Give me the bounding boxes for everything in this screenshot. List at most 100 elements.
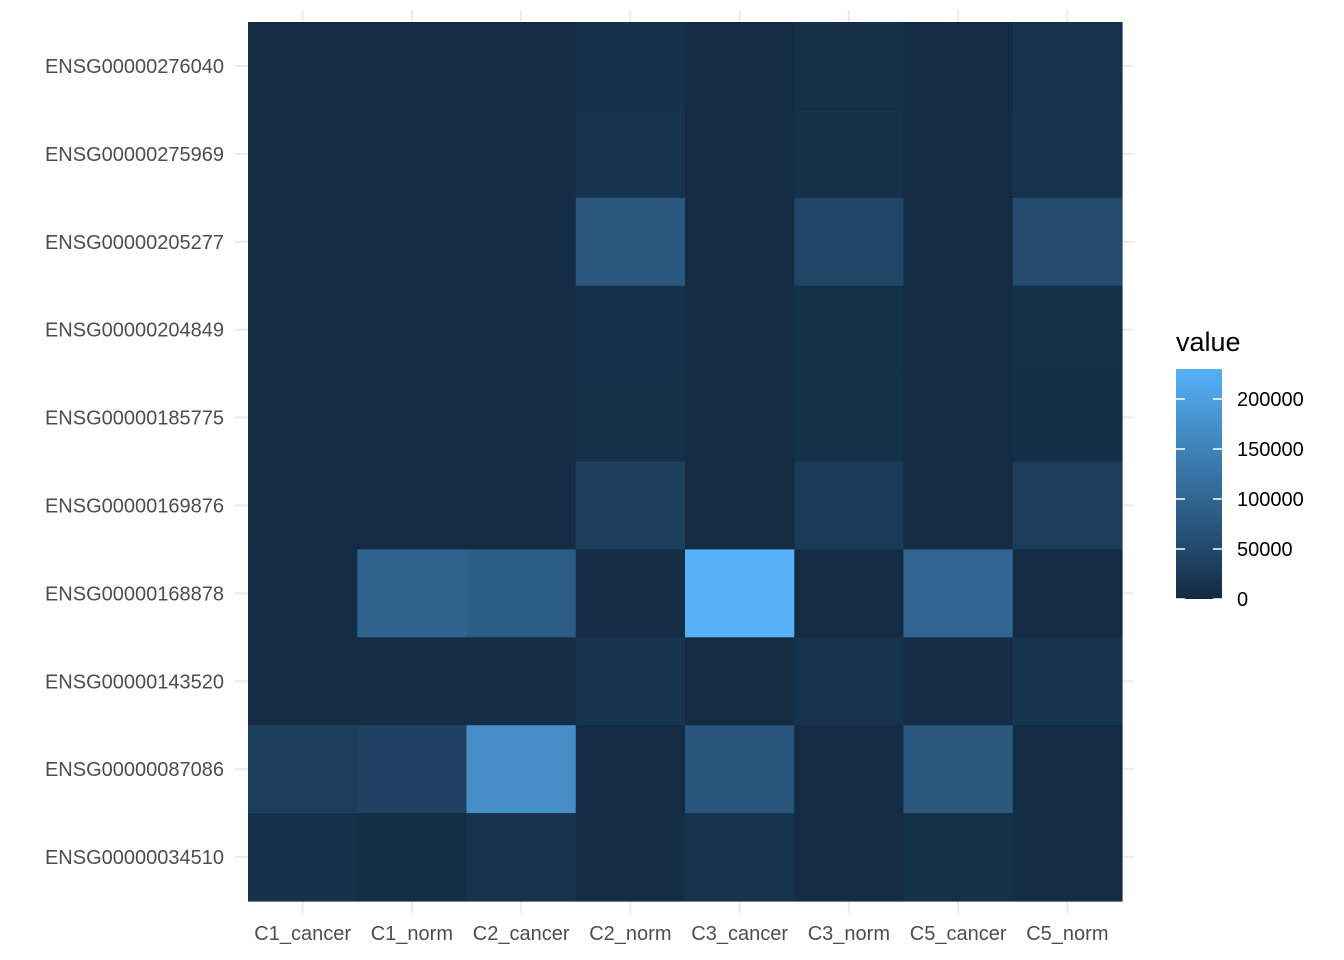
x-tick-label: C5_norm (1026, 923, 1108, 945)
heatmap-cell (685, 22, 795, 111)
legend-tick-label: 50000 (1237, 539, 1293, 561)
heatmap-cell (466, 813, 577, 902)
heatmap-cell (248, 22, 358, 111)
heatmap-cell (248, 549, 358, 638)
heatmap-cell (903, 109, 1014, 199)
legend-tick-label: 150000 (1237, 439, 1304, 461)
x-tick-label: C2_norm (589, 923, 671, 945)
y-tick-label: ENSG00000168878 (45, 583, 224, 605)
x-tick-label: C2_cancer (473, 923, 570, 945)
legend-tick-label: 200000 (1237, 389, 1304, 411)
heatmap-cell (357, 22, 468, 111)
heatmap-cell (1012, 22, 1123, 111)
color-legend: value 0 50000 100000 150000 200000 (1176, 327, 1304, 611)
heatmap-cell (794, 22, 905, 111)
heatmap-cell (794, 549, 905, 638)
x-tick-label: C3_norm (808, 923, 890, 945)
y-tick-label: ENSG00000205277 (45, 232, 224, 254)
heatmap-cell (903, 461, 1014, 550)
heatmap-cell (794, 197, 905, 287)
heatmap-cell (1012, 461, 1123, 550)
heatmap-cell (903, 549, 1014, 638)
heatmap-cell (685, 637, 795, 726)
heatmap-cell (685, 813, 795, 902)
heatmap-cell (903, 373, 1014, 463)
heatmap-cell (794, 461, 905, 550)
heatmap-cell (1012, 197, 1123, 287)
y-tick-label: ENSG00000143520 (45, 671, 224, 693)
heatmap-cell (575, 373, 686, 463)
heatmap-cell (685, 109, 795, 199)
heatmap-cell (575, 725, 686, 814)
heatmap-cell (685, 285, 795, 375)
y-tick-label: ENSG00000185775 (45, 408, 224, 430)
heatmap-cell (794, 813, 905, 902)
heatmap-cell (248, 373, 358, 463)
heatmap-cell (357, 197, 468, 287)
heatmap-cell (685, 461, 795, 550)
heatmap-cell (1012, 373, 1123, 463)
heatmap-cell (248, 637, 358, 726)
x-tick-label: C1_cancer (254, 923, 351, 945)
heatmap-cell (1012, 285, 1123, 375)
heatmap-cell (1012, 725, 1123, 814)
heatmap-cell (903, 725, 1014, 814)
heatmap-cell (685, 549, 795, 638)
heatmap-cell (248, 285, 358, 375)
heatmap-cell (466, 373, 577, 463)
legend-title: value (1176, 327, 1241, 357)
heatmap-cell (794, 109, 905, 199)
x-tick-label: C1_norm (371, 923, 453, 945)
heatmap-cell (248, 197, 358, 287)
heatmap-cell (903, 637, 1014, 726)
legend-tick-label: 0 (1237, 589, 1248, 611)
heatmap-cell (357, 285, 468, 375)
heatmap-cell (357, 637, 468, 726)
heatmap-cell (466, 197, 577, 287)
heatmap-cell (903, 22, 1014, 111)
heatmap-cell (248, 813, 358, 902)
heatmap-cell (903, 813, 1014, 902)
heatmap-cell (357, 373, 468, 463)
heatmap-cells (248, 22, 1123, 902)
heatmap-cell (794, 725, 905, 814)
heatmap-cell (1012, 549, 1123, 638)
heatmap-cell (466, 725, 577, 814)
heatmap-cell (466, 22, 577, 111)
heatmap-cell (466, 461, 577, 550)
heatmap-cell (248, 461, 358, 550)
heatmap-cell (794, 373, 905, 463)
heatmap-cell (575, 197, 686, 287)
y-tick-label: ENSG00000169876 (45, 495, 224, 517)
heatmap-cell (1012, 637, 1123, 726)
heatmap-cell (575, 813, 686, 902)
heatmap-cell (903, 285, 1014, 375)
heatmap-cell (575, 22, 686, 111)
x-axis-labels: C1_cancer C1_norm C2_cancer C2_norm C3_cance… (254, 923, 1108, 945)
heatmap-cell (575, 461, 686, 550)
y-tick-label: ENSG00000034510 (45, 847, 224, 869)
heatmap-cell (248, 725, 358, 814)
heatmap-cell (685, 725, 795, 814)
y-tick-label: ENSG00000204849 (45, 320, 224, 342)
heatmap-cell (357, 109, 468, 199)
heatmap-cell (1012, 813, 1123, 902)
heatmap-cell (794, 637, 905, 726)
heatmap-cell (357, 725, 468, 814)
heatmap-cell (685, 373, 795, 463)
x-tick-label: C3_cancer (691, 923, 788, 945)
heatmap-cell (575, 549, 686, 638)
y-axis-labels: ENSG00000276040 ENSG00000275969 ENSG000002… (45, 56, 224, 869)
y-tick-label: ENSG00000087086 (45, 759, 224, 781)
heatmap-cell (466, 549, 577, 638)
heatmap-cell (357, 813, 468, 902)
heatmap-cell (575, 109, 686, 199)
y-tick-label: ENSG00000276040 (45, 56, 224, 78)
heatmap-cell (1012, 109, 1123, 199)
heatmap-cell (575, 285, 686, 375)
heatmap-cell (466, 109, 577, 199)
y-tick-label: ENSG00000275969 (45, 144, 224, 166)
heatmap-cell (357, 461, 468, 550)
legend-colorbar (1176, 369, 1222, 599)
